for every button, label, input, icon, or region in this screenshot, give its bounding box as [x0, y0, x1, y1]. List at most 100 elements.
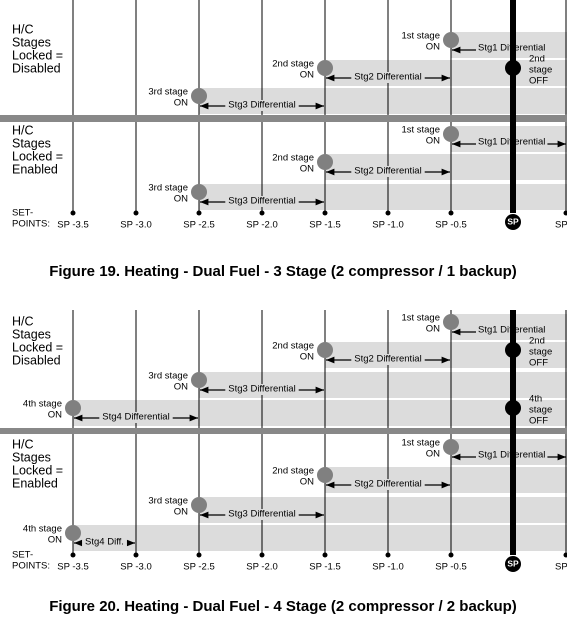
- stage-on-label: 4th stage: [23, 524, 62, 535]
- panel-separator: [0, 115, 567, 122]
- stage-on-label: 3rd stage: [148, 87, 188, 98]
- stage-on-dot: [191, 88, 207, 104]
- stage-on-dot: [191, 497, 207, 513]
- setpoint-label: SP -2.0: [246, 562, 278, 573]
- diff-label: Stg3 Differential: [228, 196, 295, 207]
- panel-label: H/C: [12, 123, 34, 137]
- stage-off-label: OFF: [529, 358, 548, 369]
- setpoint-tick: [196, 552, 202, 558]
- stage-on-dot: [443, 126, 459, 142]
- stage-off-dot: [505, 60, 521, 76]
- setpoint-label: SP -1.5: [309, 220, 341, 231]
- panel-label: Stages: [12, 136, 51, 150]
- setpoint-label: SP -2.5: [183, 220, 215, 231]
- diff-label: Stg3 Differential: [228, 509, 295, 520]
- setpoint-tick: [385, 210, 391, 216]
- diff-label-group: Stg3 Differential: [225, 100, 299, 111]
- setpoint-label: SP: [555, 220, 567, 231]
- stage-on-label: 3rd stage: [148, 183, 188, 194]
- stage-band: [451, 439, 567, 465]
- stage-on-label: ON: [174, 98, 188, 109]
- setpoint-tick: [133, 210, 139, 216]
- diff-label-group: Stg3 Differential: [225, 196, 299, 207]
- stage-on-label: 2nd stage: [272, 341, 314, 352]
- stage-on-label: ON: [48, 410, 62, 421]
- stage-on-label: 1st stage: [401, 313, 440, 324]
- sp-marker: [505, 556, 521, 572]
- stage-on-label: 2nd stage: [272, 153, 314, 164]
- setpoint-tick: [259, 552, 265, 558]
- panel-label: Stages: [12, 450, 51, 464]
- stage-on-dot: [443, 32, 459, 48]
- stage-off-label: 2nd: [529, 336, 545, 347]
- stage-on-label: ON: [426, 136, 440, 147]
- setpoint-tick: [133, 552, 139, 558]
- panel-label: Enabled: [12, 476, 58, 490]
- setpoint-label: SP -0.5: [435, 220, 467, 231]
- panel-label: Disabled: [12, 61, 61, 75]
- setpoint-tick: [563, 210, 567, 216]
- setpoint-tick: [70, 210, 76, 216]
- stage-on-dot: [65, 525, 81, 541]
- stage-on-dot: [191, 372, 207, 388]
- stage-off-label: stage: [529, 347, 552, 358]
- stage-on-label: 1st stage: [401, 31, 440, 42]
- setpoint-label: SP -3.5: [57, 220, 89, 231]
- diff-label: Stg1 Differential: [478, 137, 545, 148]
- stage-on-label: 1st stage: [401, 125, 440, 136]
- setpoint-heading: POINTS:: [12, 561, 50, 572]
- diff-label-bg: [99, 412, 173, 423]
- stage-band: [451, 32, 567, 58]
- figure-caption: Figure 20. Heating - Dual Fuel - 4 Stage…: [49, 598, 517, 615]
- setpoint-label: SP -3.0: [120, 220, 152, 231]
- setpoint-tick: [322, 210, 328, 216]
- diff-label-bg: [225, 509, 299, 520]
- setpoint-tick: [448, 552, 454, 558]
- diff-label: Stg1 Differential: [478, 450, 545, 461]
- panel-label: Stages: [12, 327, 51, 341]
- stage-off-label: OFF: [529, 76, 548, 87]
- diff-label: Stg2 Differential: [354, 166, 421, 177]
- setpoint-tick: [196, 210, 202, 216]
- stage-on-dot: [317, 60, 333, 76]
- stage-on-label: ON: [426, 42, 440, 53]
- setpoint-tick: [259, 210, 265, 216]
- stage-on-label: ON: [300, 352, 314, 363]
- stage-on-label: ON: [300, 70, 314, 81]
- panel-label: Locked =: [12, 340, 63, 354]
- panel-label: Disabled: [12, 353, 61, 367]
- setpoint-label: SP: [555, 562, 567, 573]
- setpoint-tick: [322, 552, 328, 558]
- diff-label-group: Stg2 Differential: [351, 72, 425, 83]
- stage-off-label: stage: [529, 65, 552, 76]
- diff-label-bg: [225, 384, 299, 395]
- stage-off-label: 4th: [529, 394, 542, 405]
- diff-label-bg: [351, 354, 425, 365]
- diff-label: Stg2 Differential: [354, 72, 421, 83]
- setpoint-label: SP: [507, 558, 519, 568]
- panel-label: Enabled: [12, 162, 58, 176]
- stage-band: [73, 525, 567, 551]
- diff-label: Stg2 Differential: [354, 354, 421, 365]
- stage-on-label: 1st stage: [401, 438, 440, 449]
- setpoint-label: SP -1.0: [372, 562, 404, 573]
- stage-on-label: ON: [426, 324, 440, 335]
- stage-on-dot: [191, 184, 207, 200]
- setpoint-label: SP -2.5: [183, 562, 215, 573]
- diff-label-group: Stg3 Differential: [225, 509, 299, 520]
- stage-on-dot: [317, 154, 333, 170]
- setpoint-label: SP -2.0: [246, 220, 278, 231]
- panel-label: H/C: [12, 22, 34, 36]
- stage-on-label: ON: [426, 449, 440, 460]
- panel-label: H/C: [12, 437, 34, 451]
- panel-label: Stages: [12, 35, 51, 49]
- stage-on-label: ON: [300, 477, 314, 488]
- stage-band: [451, 314, 567, 340]
- diff-label-bg: [351, 166, 425, 177]
- stage-off-label: stage: [529, 405, 552, 416]
- stage-on-label: 3rd stage: [148, 371, 188, 382]
- setpoint-heading: POINTS:: [12, 219, 50, 230]
- stage-band: [451, 126, 567, 152]
